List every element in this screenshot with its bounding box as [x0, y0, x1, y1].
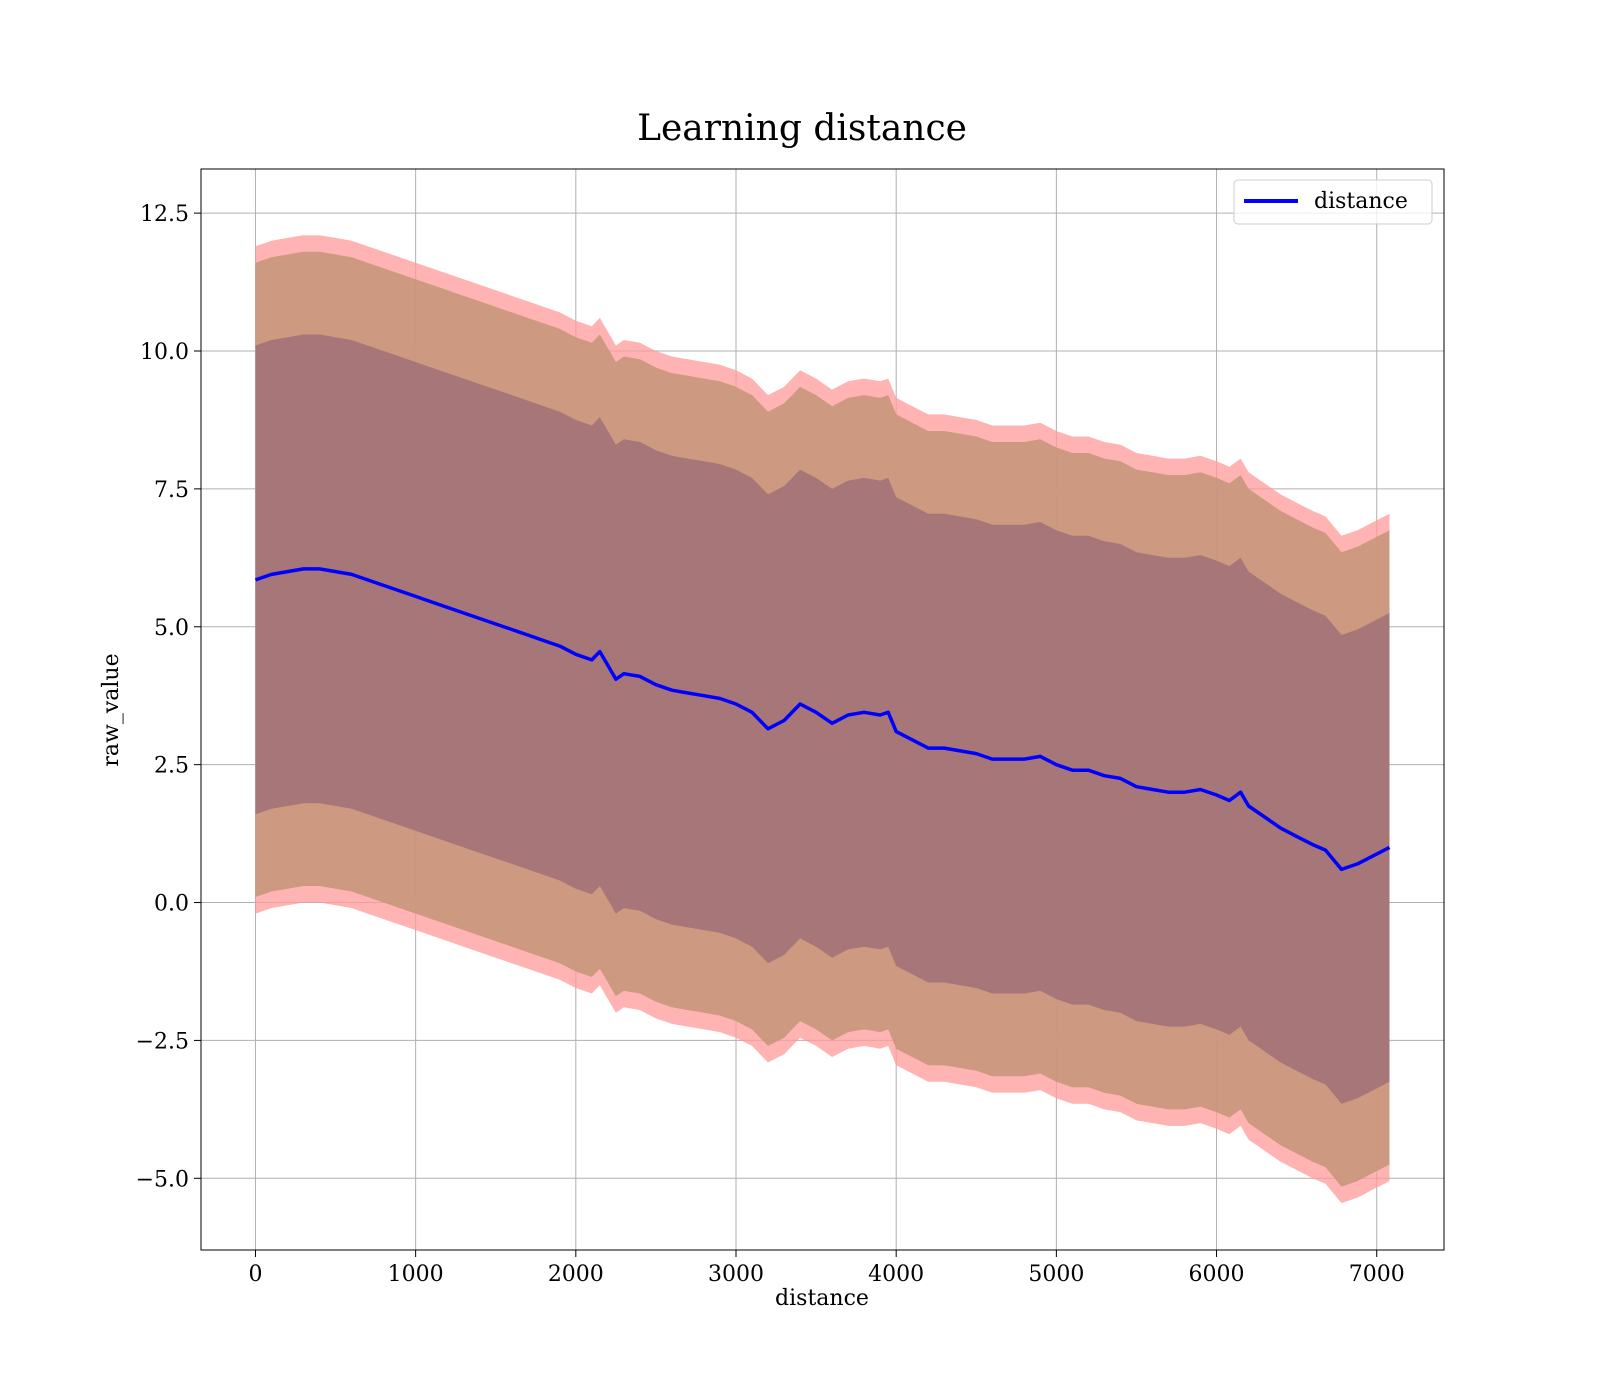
- y-tick-label: 10.0: [140, 340, 189, 365]
- x-tick-label: 7000: [1349, 1262, 1405, 1287]
- legend-label: distance: [1314, 189, 1408, 214]
- band-inner: [255, 334, 1390, 1104]
- y-tick-label: −2.5: [136, 1029, 189, 1054]
- x-tick-label: 2000: [548, 1262, 604, 1287]
- y-axis-label: raw_value: [99, 653, 124, 766]
- chart-title: Learning distance: [637, 108, 967, 149]
- x-axis-label: distance: [775, 1286, 869, 1311]
- x-tick-label: 3000: [708, 1262, 764, 1287]
- y-tick-label: 2.5: [154, 754, 189, 779]
- y-tick-label: 12.5: [140, 202, 189, 227]
- x-tick-label: 0: [248, 1262, 262, 1287]
- x-tick-label: 4000: [868, 1262, 924, 1287]
- x-tick-label: 5000: [1028, 1262, 1084, 1287]
- x-tick-label: 6000: [1189, 1262, 1245, 1287]
- y-tick-label: 7.5: [154, 478, 189, 503]
- legend-box: [1233, 179, 1433, 225]
- y-tick-label: 5.0: [154, 616, 189, 641]
- plot-frame: [200, 168, 1445, 1251]
- confidence-bands: [255, 235, 1390, 1204]
- series-line-distance: [254, 567, 1391, 872]
- x-tick-label: 1000: [388, 1262, 444, 1287]
- y-tick-label: −5.0: [136, 1167, 189, 1192]
- x-axis: 0 1000 2000 3000 4000 5000 6000 7000: [248, 1250, 1405, 1287]
- legend: distance: [1233, 179, 1433, 225]
- y-tick-label: 0.0: [154, 892, 189, 917]
- series-layer: [254, 567, 1391, 872]
- y-axis: −5.0 −2.5 0.0 2.5 5.0 7.5 10.0 12.5: [136, 202, 201, 1192]
